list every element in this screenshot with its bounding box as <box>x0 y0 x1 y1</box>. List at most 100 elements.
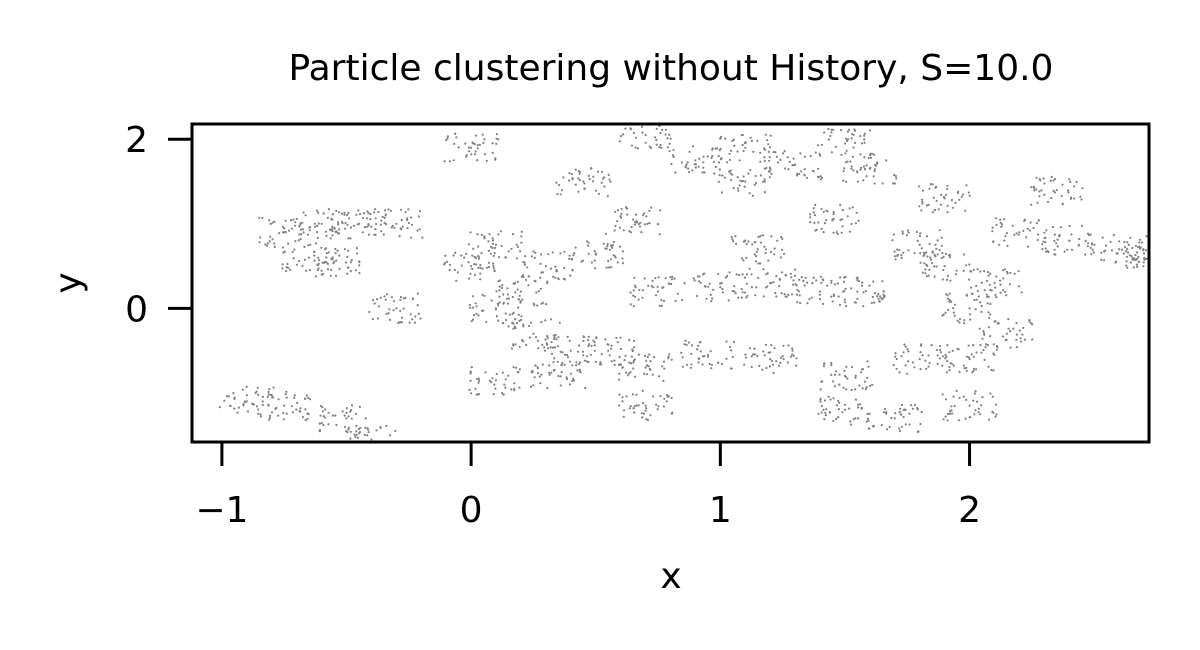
scatter-point <box>492 266 495 270</box>
scatter-point <box>746 294 749 297</box>
scatter-point <box>634 136 638 139</box>
scatter-point <box>649 414 652 417</box>
scatter-point <box>753 347 756 350</box>
scatter-point <box>389 209 392 212</box>
scatter-point <box>225 395 228 398</box>
scatter-point <box>298 225 301 228</box>
scatter-point <box>474 302 477 305</box>
scatter-point <box>446 260 449 263</box>
scatter-point <box>789 355 793 358</box>
scatter-point <box>1170 252 1172 254</box>
scatter-point <box>398 321 401 324</box>
scatter-point <box>754 255 758 258</box>
scatter-point <box>394 445 396 447</box>
scatter-point <box>874 291 877 295</box>
scatter-point <box>1104 244 1108 247</box>
scatter-point <box>944 353 947 356</box>
scatter-point <box>702 155 705 158</box>
scatter-point <box>946 297 950 300</box>
scatter-point <box>295 217 298 220</box>
scatter-point <box>502 322 505 325</box>
scatter-point <box>301 264 304 267</box>
scatter-point <box>1015 338 1018 341</box>
scatter-point <box>979 270 982 273</box>
scatter-point <box>946 274 950 278</box>
scatter-point <box>759 234 762 238</box>
scatter-point <box>879 295 882 298</box>
scatter-point <box>475 263 478 266</box>
scatter-point <box>826 284 829 287</box>
scatter-point <box>991 395 994 398</box>
scatter-point <box>711 154 714 158</box>
scatter-point <box>324 408 327 411</box>
scatter-point <box>508 313 512 316</box>
scatter-point <box>902 351 905 354</box>
scatter-point <box>737 296 740 299</box>
scatter-point <box>495 142 498 145</box>
scatter-point <box>320 269 323 272</box>
scatter-point <box>769 134 772 137</box>
scatter-point <box>650 206 653 209</box>
scatter-point <box>666 137 669 140</box>
scatter-point <box>514 318 517 321</box>
scatter-point <box>287 242 290 245</box>
scatter-point <box>494 379 498 382</box>
scatter-point <box>757 262 760 265</box>
scatter-point <box>1118 248 1121 251</box>
scatter-point <box>497 233 500 236</box>
scatter-point <box>774 151 777 154</box>
scatter-point <box>528 336 531 339</box>
scatter-point <box>662 286 665 289</box>
scatter-point <box>504 256 508 259</box>
scatter-point <box>892 233 895 236</box>
scatter-point <box>645 359 648 362</box>
scatter-point <box>850 222 853 226</box>
scatter-point <box>971 371 974 374</box>
scatter-point <box>348 217 351 220</box>
plot-frame <box>190 122 1151 444</box>
scatter-point <box>559 252 562 255</box>
scatter-point <box>287 229 291 232</box>
scatter-point <box>304 214 307 217</box>
scatter-point <box>830 361 833 365</box>
scatter-point <box>772 281 775 284</box>
scatter-point <box>1028 318 1031 322</box>
scatter-point <box>980 281 983 284</box>
scatter-point <box>766 139 769 142</box>
scatter-point <box>830 131 833 134</box>
scatter-point <box>1044 247 1047 250</box>
scatter-point <box>854 374 857 377</box>
scatter-point <box>962 364 965 367</box>
scatter-point <box>401 225 404 228</box>
scatter-point <box>776 239 779 242</box>
scatter-point <box>731 173 734 176</box>
scatter-point <box>615 336 618 339</box>
scatter-point <box>851 206 854 209</box>
scatter-point <box>491 246 494 250</box>
scatter-point <box>667 395 670 398</box>
scatter-point <box>854 388 857 391</box>
scatter-point <box>587 174 590 177</box>
scatter-point <box>992 411 995 414</box>
scatter-point <box>988 283 991 286</box>
scatter-point <box>911 361 915 364</box>
scatter-point <box>850 423 853 426</box>
scatter-point <box>568 172 571 175</box>
scatter-point <box>505 297 509 300</box>
scatter-point <box>830 295 833 298</box>
scatter-point <box>610 360 613 363</box>
scatter-point <box>705 297 708 300</box>
scatter-point <box>568 383 572 386</box>
scatter-point <box>927 354 930 357</box>
scatter-point <box>743 185 746 188</box>
scatter-point <box>571 379 574 383</box>
scatter-point <box>803 284 806 287</box>
scatter-point <box>266 242 269 245</box>
scatter-point <box>617 363 620 367</box>
scatter-point <box>619 336 622 339</box>
scatter-point <box>744 180 747 183</box>
scatter-point <box>587 338 590 342</box>
scatter-point <box>958 419 961 422</box>
scatter-point <box>353 433 356 436</box>
scatter-point <box>915 230 919 234</box>
